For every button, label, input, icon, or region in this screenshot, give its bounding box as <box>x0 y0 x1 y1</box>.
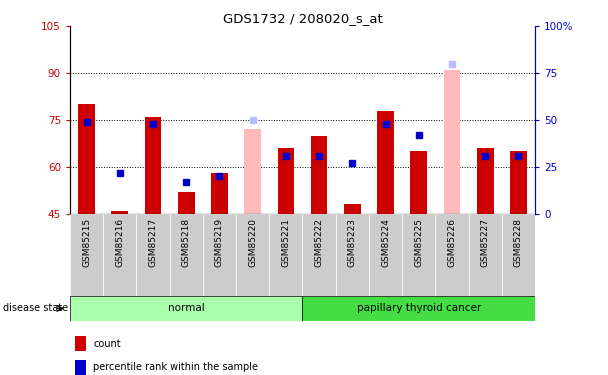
Bar <box>435 214 469 296</box>
Bar <box>111 211 128 214</box>
Bar <box>477 148 494 214</box>
Text: GSM85220: GSM85220 <box>248 218 257 267</box>
Bar <box>410 151 427 214</box>
Bar <box>136 214 170 296</box>
Bar <box>103 214 136 296</box>
Text: percentile rank within the sample: percentile rank within the sample <box>93 362 258 372</box>
Text: GSM85223: GSM85223 <box>348 218 357 267</box>
Bar <box>269 214 302 296</box>
Text: GSM85215: GSM85215 <box>82 218 91 267</box>
Title: GDS1732 / 208020_s_at: GDS1732 / 208020_s_at <box>223 12 382 25</box>
Bar <box>369 214 402 296</box>
Text: GSM85218: GSM85218 <box>182 218 191 267</box>
Bar <box>78 104 95 214</box>
Bar <box>444 70 460 214</box>
Bar <box>70 296 302 321</box>
Text: GSM85226: GSM85226 <box>447 218 457 267</box>
Bar <box>145 117 161 214</box>
Bar <box>344 204 361 214</box>
Text: count: count <box>93 339 121 349</box>
Text: GSM85225: GSM85225 <box>414 218 423 267</box>
Text: GSM85222: GSM85222 <box>314 218 323 267</box>
Bar <box>510 151 527 214</box>
Bar <box>311 136 327 214</box>
Bar <box>203 214 236 296</box>
Bar <box>70 214 103 296</box>
Bar <box>244 129 261 214</box>
Text: GSM85221: GSM85221 <box>282 218 291 267</box>
Bar <box>211 173 228 214</box>
Text: normal: normal <box>168 303 204 313</box>
Text: GSM85227: GSM85227 <box>481 218 489 267</box>
Bar <box>170 214 203 296</box>
Text: GSM85216: GSM85216 <box>116 218 124 267</box>
Bar <box>302 214 336 296</box>
Text: GSM85219: GSM85219 <box>215 218 224 267</box>
Bar <box>377 111 394 214</box>
Bar <box>75 336 86 351</box>
Bar <box>236 214 269 296</box>
Bar <box>469 214 502 296</box>
Text: GSM85228: GSM85228 <box>514 218 523 267</box>
Bar <box>502 214 535 296</box>
Text: papillary thyroid cancer: papillary thyroid cancer <box>357 303 481 313</box>
Bar <box>178 192 195 214</box>
Bar <box>302 296 535 321</box>
Bar <box>336 214 369 296</box>
Text: disease state: disease state <box>3 303 68 313</box>
Bar <box>278 148 294 214</box>
Text: GSM85217: GSM85217 <box>148 218 157 267</box>
Text: GSM85224: GSM85224 <box>381 218 390 267</box>
Bar <box>402 214 435 296</box>
Bar <box>75 360 86 375</box>
